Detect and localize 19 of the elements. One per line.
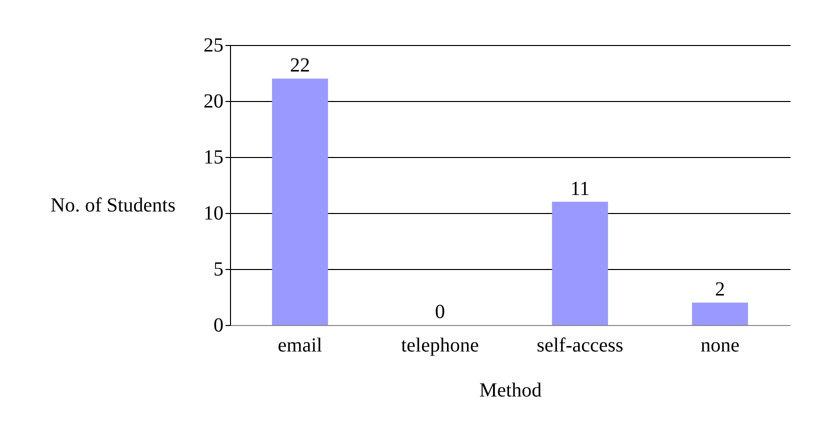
y-tick-label: 25 xyxy=(204,34,224,56)
data-label: 11 xyxy=(570,178,590,200)
y-tick-label: 10 xyxy=(204,202,224,224)
x-tick-label: none xyxy=(700,334,740,356)
x-tick-label: email xyxy=(278,334,323,356)
data-label: 22 xyxy=(290,54,310,77)
y-tick-label: 20 xyxy=(204,90,224,112)
bar xyxy=(692,302,748,325)
y-tick-label: 0 xyxy=(214,314,224,336)
x-tick-label: self-access xyxy=(536,334,624,356)
x-axis-title: Method xyxy=(479,380,542,402)
y-tick-label: 15 xyxy=(204,146,224,168)
data-label: 2 xyxy=(715,278,725,301)
bar xyxy=(272,78,328,325)
y-tick-label: 5 xyxy=(214,258,224,280)
x-tick-label: telephone xyxy=(401,334,479,356)
data-label: 0 xyxy=(435,301,445,323)
bar xyxy=(552,202,608,325)
y-axis-title: No. of Students xyxy=(50,194,176,216)
